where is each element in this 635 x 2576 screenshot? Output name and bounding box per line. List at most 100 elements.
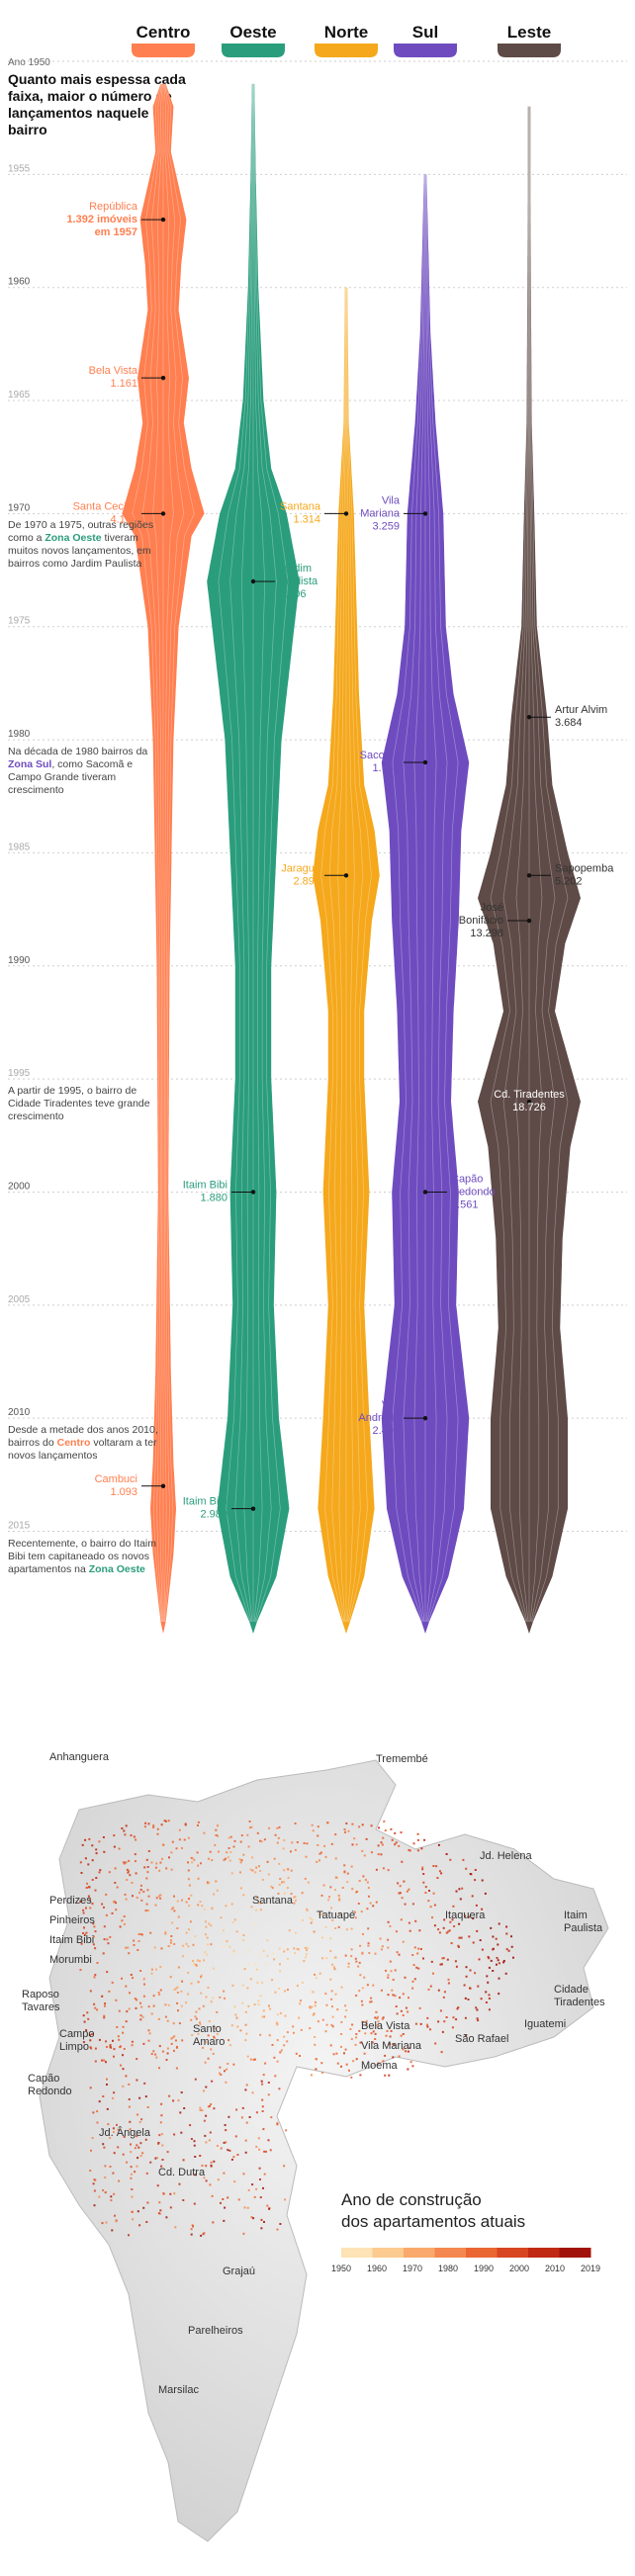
map-labels: Anhanguera Tremembé Jd. Helena Santana Tatua… bbox=[22, 1751, 605, 2396]
callout-label: Redondo bbox=[451, 1186, 496, 1198]
callout-label: Jardim bbox=[279, 563, 312, 575]
map-label: Pinheiros bbox=[49, 1914, 95, 1926]
year-tick-label: 2010 bbox=[8, 1407, 31, 1418]
legend-swatch bbox=[466, 2248, 498, 2258]
region-streams bbox=[122, 83, 581, 1635]
year-tick-label: 1965 bbox=[8, 390, 31, 400]
callout-label: Sacomã bbox=[360, 750, 401, 761]
stream-oeste bbox=[207, 83, 300, 1634]
legend-swatch bbox=[559, 2248, 591, 2258]
map-label: Cd. Dutra bbox=[158, 2167, 206, 2178]
year-tick-label: 2000 bbox=[8, 1181, 31, 1192]
callout-label: José bbox=[481, 902, 503, 914]
year-tick-label: 1985 bbox=[8, 842, 31, 852]
svg-text:Norte: Norte bbox=[324, 23, 368, 42]
map-label: Grajaú bbox=[223, 2265, 255, 2277]
map-label: Marsilac bbox=[158, 2384, 199, 2396]
legend-swatch bbox=[434, 2248, 467, 2258]
map-label: Tremembé bbox=[376, 1753, 428, 1765]
map-label: Anhanguera bbox=[49, 1751, 110, 1763]
svg-text:Sul: Sul bbox=[412, 23, 438, 42]
year-legend: Ano de construção dos apartamentos atuais… bbox=[331, 2190, 600, 2273]
callout-label: 2.891 bbox=[293, 875, 320, 887]
year-tick-label: 2015 bbox=[8, 1521, 31, 1532]
year-tick-label: 1955 bbox=[8, 163, 31, 174]
map-label: Morumbi bbox=[49, 1954, 92, 1966]
svg-text:Oeste: Oeste bbox=[229, 23, 276, 42]
annotation-note: De 1970 a 1975, outras regiões como a Zo… bbox=[8, 519, 154, 571]
legend-swatch bbox=[497, 2248, 529, 2258]
callout-label: 1.880 bbox=[200, 1192, 227, 1203]
legend-swatch bbox=[528, 2248, 560, 2258]
map-label: Cidade bbox=[554, 1984, 589, 1996]
legend-tick: 1980 bbox=[438, 2264, 458, 2273]
region-tab-centro: Centro bbox=[132, 23, 195, 57]
callout-label: Jaraguá bbox=[281, 862, 321, 874]
year-tick-label: 1975 bbox=[8, 616, 31, 627]
city-map: Anhanguera Tremembé Jd. Helena Santana Tatua… bbox=[22, 1751, 609, 2542]
callout-label: Paulista bbox=[279, 576, 318, 587]
map-label: Itaim bbox=[564, 1910, 588, 1921]
callout-label: Itaim Bibi bbox=[183, 1496, 227, 1508]
year-tick-label: 1980 bbox=[8, 729, 31, 740]
annotation-note: Desde a metade dos anos 2010, bairros do… bbox=[8, 1424, 158, 1463]
year-tick-label: 1995 bbox=[8, 1068, 31, 1079]
callout-label: 2.495 bbox=[372, 1425, 400, 1437]
city-outline bbox=[39, 1759, 609, 2542]
year-tick-label: 1960 bbox=[8, 277, 31, 288]
callout-label: Artur Alvim bbox=[555, 704, 607, 716]
annotation-note: A partir de 1995, o bairro de Cidade Tir… bbox=[8, 1085, 150, 1123]
region-tabs: Centro Oeste Norte Sul Leste bbox=[132, 23, 561, 57]
callout-label: 2.980 bbox=[200, 1509, 227, 1521]
year-axis-label: Ano 1950 bbox=[8, 57, 50, 68]
stream-sul bbox=[381, 174, 470, 1634]
svg-text:Centro: Centro bbox=[136, 23, 191, 42]
callout-label: Andrade bbox=[358, 1412, 400, 1424]
callout-label: Vila bbox=[382, 1399, 401, 1411]
callout-label: em 1957 bbox=[95, 226, 137, 238]
callout-label: 1.161 bbox=[110, 378, 137, 390]
callout-label: Cambuci bbox=[95, 1473, 137, 1485]
callout-label: 3.406 bbox=[279, 588, 307, 600]
legend-tick: 2019 bbox=[581, 2264, 600, 2273]
callout-label: Bonifácio bbox=[459, 915, 503, 927]
callout-label: 2.561 bbox=[451, 1199, 479, 1210]
callout-label: 3.684 bbox=[555, 717, 583, 729]
callout-label: Cd. Tiradentes bbox=[494, 1089, 565, 1101]
legend-tick: 2000 bbox=[509, 2264, 529, 2273]
map-label: Santana bbox=[252, 1895, 294, 1907]
region-tab-leste: Leste bbox=[498, 23, 561, 57]
map-label: Limpo bbox=[59, 2041, 89, 2053]
callout-label: 1.392 imóveis bbox=[66, 214, 137, 225]
callout-label: 4.178 bbox=[110, 513, 137, 525]
callout-label: Mariana bbox=[360, 507, 401, 519]
legend-tick: 2010 bbox=[545, 2264, 565, 2273]
callout-label: Sapopemba bbox=[555, 862, 614, 874]
map-label: Moema bbox=[361, 2060, 399, 2072]
stream-leste bbox=[478, 106, 581, 1635]
callout-label: Itaim Bibi bbox=[183, 1179, 227, 1191]
map-label: Perdizes bbox=[49, 1895, 92, 1907]
legend-swatch bbox=[404, 2248, 435, 2258]
callout-label: Santana bbox=[280, 500, 321, 512]
callout-label: Vila bbox=[382, 494, 401, 506]
year-tick-label: 1990 bbox=[8, 955, 31, 966]
legend-tick: 1950 bbox=[331, 2264, 351, 2273]
stream-norte bbox=[313, 287, 380, 1635]
map-label: Raposo bbox=[22, 1989, 59, 2000]
map-label: Parelheiros bbox=[188, 2325, 243, 2337]
callout-label: 1.314 bbox=[293, 513, 320, 525]
map-label: Paulista bbox=[564, 1922, 603, 1934]
callout-label: República bbox=[89, 201, 138, 213]
